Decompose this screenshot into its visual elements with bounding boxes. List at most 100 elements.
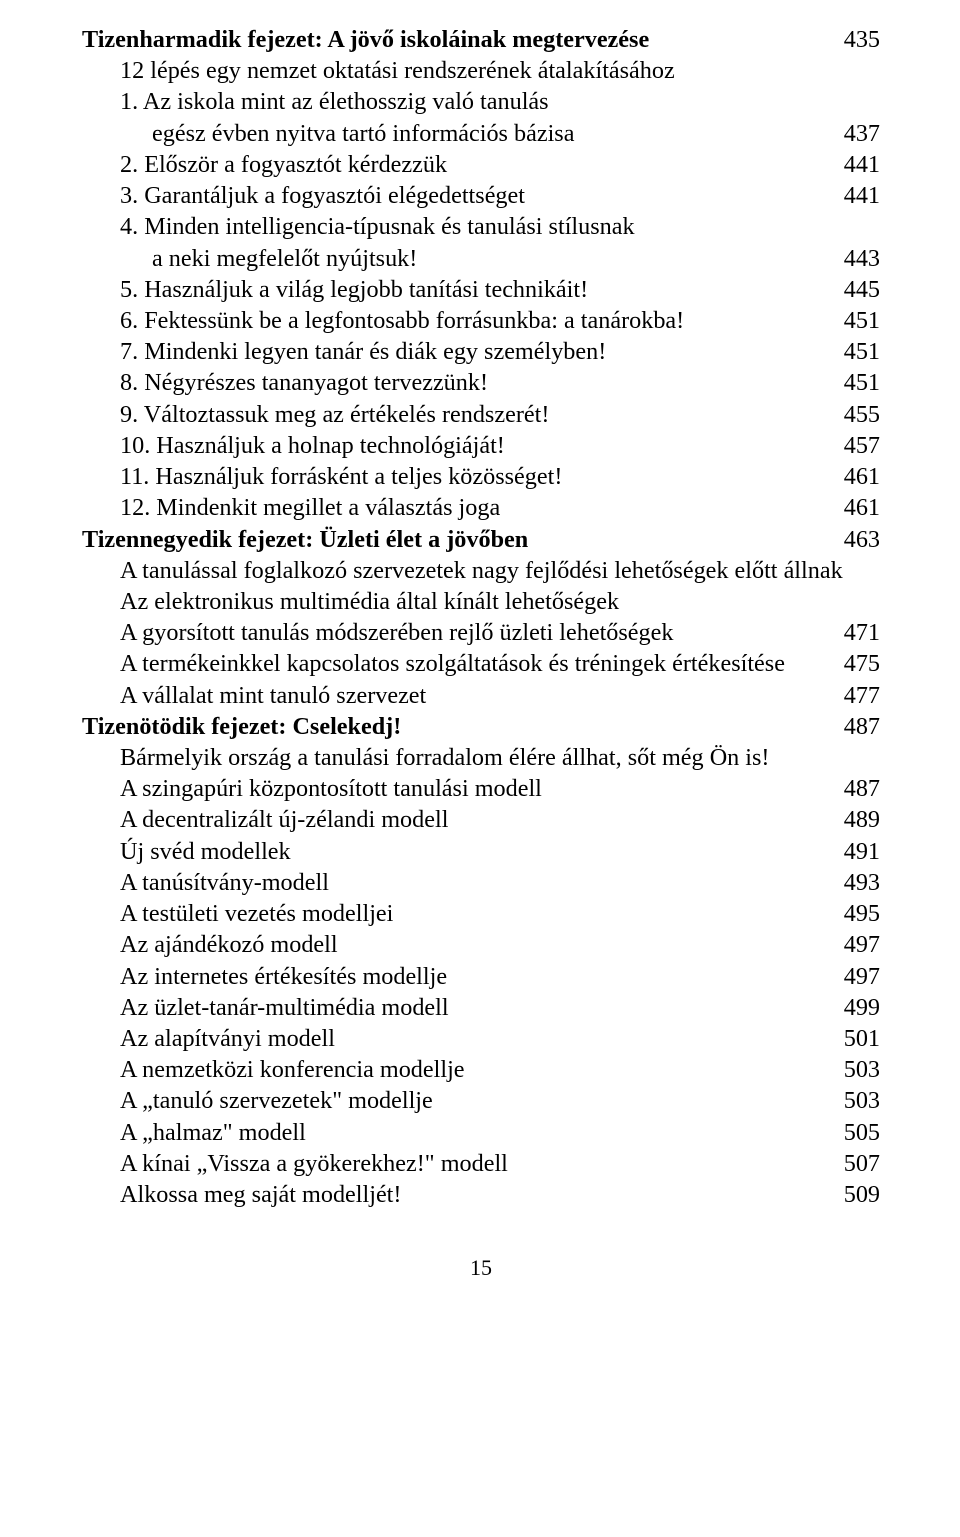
page-ref: 493	[830, 867, 880, 898]
page-ref: 441	[830, 149, 880, 180]
toc-line: Az alapítványi modell 501	[82, 1023, 880, 1054]
toc-line: 8. Négyrészes tananyagot tervezzünk! 451	[82, 367, 880, 398]
page-ref: 477	[830, 680, 880, 711]
toc-line: A gyorsított tanulás módszerében rejlő ü…	[82, 617, 880, 648]
line-text: A testületi vezetés modelljei	[120, 898, 830, 929]
line-text: Az üzlet-tanár-multimédia modell	[120, 992, 830, 1023]
page-ref: 489	[830, 804, 880, 835]
list-text: Először a fogyasztót kérdezzük	[144, 151, 447, 178]
line-text: A decentralizált új-zélandi modell	[120, 804, 830, 835]
line-text: A „halmaz" modell	[120, 1117, 830, 1148]
toc-line: 7. Mindenki legyen tanár és diák egy sze…	[82, 336, 880, 367]
toc-line: A tanulással foglalkozó szervezetek nagy…	[82, 555, 880, 586]
line-text: Az internetes értékesítés modellje	[120, 961, 830, 992]
toc-line: a neki megfelelőt nyújtsuk! 443	[82, 243, 880, 274]
list-text: Garantáljuk a fogyasztói elégedettséget	[144, 182, 525, 209]
line-text: A vállalat mint tanuló szervezet	[120, 680, 830, 711]
toc-line: 11. Használjuk forrásként a teljes közös…	[82, 461, 880, 492]
list-text: Mindenkit megillet a választás joga	[156, 494, 500, 521]
chapter14-heading-row: Tizennegyedik fejezet: Üzleti élet a jöv…	[82, 524, 880, 555]
page-ref: 461	[830, 492, 880, 523]
toc-line: Az elektronikus multimédia által kínált …	[82, 586, 880, 617]
line-text: A „tanuló szervezetek" modellje	[120, 1085, 830, 1116]
list-number: 3.	[120, 182, 138, 209]
list-text: Használjuk forrásként a teljes közössége…	[155, 463, 562, 490]
toc-line: egész évben nyitva tartó információs báz…	[82, 118, 880, 149]
list-text: Használjuk a világ legjobb tanítási tech…	[144, 276, 588, 303]
list-text: Négyrészes tananyagot tervezzünk!	[144, 369, 488, 396]
toc-line: 3. Garantáljuk a fogyasztói elégedettség…	[82, 180, 880, 211]
page-ref: 487	[830, 773, 880, 804]
toc-line: A testületi vezetés modelljei 495	[82, 898, 880, 929]
line-text: A szingapúri központosított tanulási mod…	[120, 773, 830, 804]
list-number: 1.	[120, 88, 138, 115]
toc-line: 12. Mindenkit megillet a választás joga …	[82, 492, 880, 523]
toc-line: A „tanuló szervezetek" modellje 503	[82, 1085, 880, 1116]
page-ref: 443	[830, 243, 880, 274]
toc-line: Alkossa meg saját modelljét! 509	[82, 1179, 880, 1210]
toc-line: A termékeinkkel kapcsolatos szolgáltatás…	[82, 648, 880, 679]
toc-line: A tanúsítvány-modell 493	[82, 867, 880, 898]
list-number: 10.	[120, 432, 150, 459]
page-ref: 451	[830, 367, 880, 398]
page-ref: 505	[830, 1117, 880, 1148]
list-number: 8.	[120, 369, 138, 396]
list-number: 4.	[120, 213, 138, 240]
chapter13-page: 435	[830, 24, 880, 55]
list-text: Az iskola mint az élethosszig való tanul…	[143, 88, 549, 115]
page-number: 15	[82, 1254, 880, 1282]
line-text: A tanúsítvány-modell	[120, 867, 830, 898]
toc-line: A nemzetközi konferencia modellje 503	[82, 1054, 880, 1085]
toc-line: 4. Minden intelligencia-típusnak és tanu…	[82, 211, 880, 242]
list-number: 9.	[120, 401, 138, 428]
list-text: Minden intelligencia-típusnak és tanulás…	[144, 213, 634, 240]
toc-line: A decentralizált új-zélandi modell 489	[82, 804, 880, 835]
list-text-cont: egész évben nyitva tartó információs báz…	[82, 118, 830, 149]
line-text: Új svéd modellek	[120, 836, 830, 867]
toc-line: Az ajándékozó modell 497	[82, 929, 880, 960]
page-ref: 497	[830, 961, 880, 992]
chapter13-subtitle: 12 lépés egy nemzet oktatási rendszeréne…	[82, 55, 880, 86]
list-number: 11.	[120, 463, 149, 490]
page-ref: 451	[830, 336, 880, 367]
page-ref: 503	[830, 1085, 880, 1116]
page-ref: 437	[830, 118, 880, 149]
toc-line: 6. Fektessünk be a legfontosabb forrásun…	[82, 305, 880, 336]
list-number: 12.	[120, 494, 150, 521]
toc-line: Az üzlet-tanár-multimédia modell 499	[82, 992, 880, 1023]
toc-line: 10. Használjuk a holnap technológiáját! …	[82, 430, 880, 461]
page-ref: 475	[830, 648, 880, 679]
page-ref: 501	[830, 1023, 880, 1054]
chapter13-title: Tizenharmadik fejezet: A jövő iskoláinak…	[82, 24, 830, 55]
line-text: Alkossa meg saját modelljét!	[120, 1179, 830, 1210]
line-text: A kínai „Vissza a gyökerekhez!" modell	[120, 1148, 830, 1179]
chapter15-heading-row: Tizenötödik fejezet: Cselekedj! 487	[82, 711, 880, 742]
page-ref: 455	[830, 399, 880, 430]
chapter15-page: 487	[830, 711, 880, 742]
toc-page: Tizenharmadik fejezet: A jövő iskoláinak…	[0, 0, 960, 1537]
toc-line: A szingapúri központosított tanulási mod…	[82, 773, 880, 804]
list-number: 5.	[120, 276, 138, 303]
page-ref: 471	[830, 617, 880, 648]
list-text-cont: a neki megfelelőt nyújtsuk!	[82, 243, 830, 274]
line-text: A gyorsított tanulás módszerében rejlő ü…	[120, 617, 830, 648]
page-ref: 499	[830, 992, 880, 1023]
toc-line: Az internetes értékesítés modellje 497	[82, 961, 880, 992]
page-ref: 495	[830, 898, 880, 929]
chapter15-intro: Bármelyik ország a tanulási forradalom é…	[82, 742, 880, 773]
toc-line: 1. Az iskola mint az élethosszig való ta…	[82, 86, 880, 117]
page-ref: 509	[830, 1179, 880, 1210]
page-ref: 503	[830, 1054, 880, 1085]
page-ref: 507	[830, 1148, 880, 1179]
toc-line: A „halmaz" modell 505	[82, 1117, 880, 1148]
list-text: Változtassuk meg az értékelés rendszerét…	[144, 401, 550, 428]
line-text: Az alapítványi modell	[120, 1023, 830, 1054]
page-ref: 451	[830, 305, 880, 336]
toc-line: A kínai „Vissza a gyökerekhez!" modell 5…	[82, 1148, 880, 1179]
line-text: Az ajándékozó modell	[120, 929, 830, 960]
list-text: Fektessünk be a legfontosabb forrásunkba…	[144, 307, 684, 334]
list-text: Mindenki legyen tanár és diák egy személ…	[144, 338, 606, 365]
line-text: A termékeinkkel kapcsolatos szolgáltatás…	[120, 648, 830, 679]
toc-line: Új svéd modellek 491	[82, 836, 880, 867]
page-ref: 461	[830, 461, 880, 492]
